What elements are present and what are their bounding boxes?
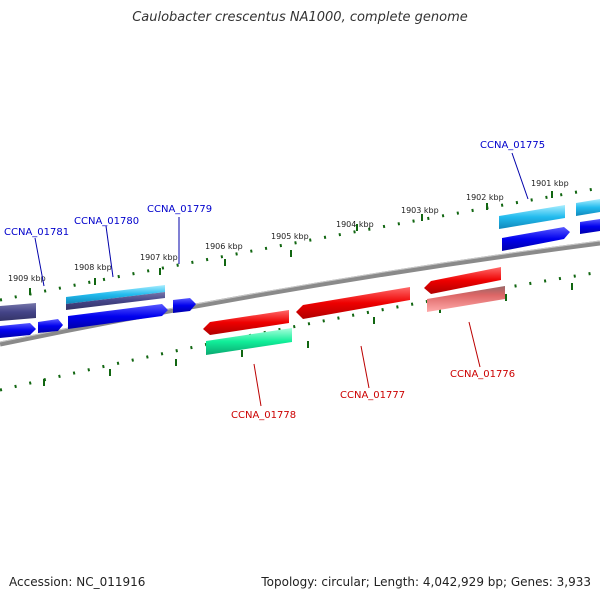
forward-gene-row [0, 199, 600, 321]
gene-label-ccna-01775[interactable]: CCNA_01775 [480, 140, 545, 151]
accession-text: Accession: NC_011916 [9, 575, 146, 589]
cds-arrow-ccna-01775[interactable] [502, 227, 570, 251]
gene-bar-ccna-01780-purple[interactable] [66, 292, 165, 310]
scale-labels: 1901 kbp 1902 kbp 1903 kbp 1904 kbp 1905… [8, 179, 569, 283]
inner-scale-track [0, 270, 600, 392]
gene-label-ccna-01777[interactable]: CCNA_01777 [340, 390, 405, 401]
scale-label-1904: 1904 kbp [336, 220, 374, 229]
map-title: Caulobacter crescentus NA1000, complete … [132, 10, 468, 25]
scale-label-1905: 1905 kbp [271, 232, 309, 241]
label-line-ccna-01780 [105, 225, 114, 278]
gene-bar-ccna-01775-next[interactable] [576, 199, 600, 216]
gene-bar-ccna-01776[interactable] [427, 286, 505, 312]
cds-arrow-ccna-01777[interactable] [296, 287, 410, 319]
cds-arrow-ccna-01779[interactable] [173, 298, 196, 313]
genome-summary-text: Topology: circular; Length: 4,042,929 bp… [261, 575, 591, 589]
gene-bar-ccna-01778[interactable] [206, 328, 292, 355]
gene-label-ccna-01780[interactable]: CCNA_01780 [74, 216, 139, 227]
outer-scale-track [0, 186, 600, 302]
gene-bar-ccna-01775[interactable] [499, 205, 565, 229]
forward-cds-row [0, 219, 600, 338]
genome-backbone [0, 240, 600, 347]
gene-bar-ccna-01781[interactable] [0, 303, 36, 321]
label-line-ccna-01775 [511, 152, 529, 200]
scale-label-1901: 1901 kbp [531, 179, 569, 188]
scale-label-1908: 1908 kbp [74, 263, 112, 272]
gene-labels: CCNA_01775 CCNA_01776 CCNA_01777 CCNA_01… [4, 140, 545, 421]
label-line-ccna-01777 [360, 345, 370, 389]
gene-label-ccna-01778[interactable]: CCNA_01778 [231, 410, 296, 421]
cds-arrow-ccna-01780[interactable] [68, 304, 168, 329]
label-line-ccna-01778 [253, 363, 262, 407]
cds-arrow-ccna-01782[interactable] [0, 323, 36, 338]
cds-arrow-ccna-01776[interactable] [424, 267, 501, 294]
cds-arrow-ccna-01778[interactable] [203, 310, 289, 335]
gene-label-ccna-01776[interactable]: CCNA_01776 [450, 369, 515, 380]
scale-label-1902: 1902 kbp [466, 193, 504, 202]
scale-label-1907: 1907 kbp [140, 253, 178, 262]
scale-label-1906: 1906 kbp [205, 242, 243, 251]
gene-label-ccna-01779[interactable]: CCNA_01779 [147, 204, 212, 215]
gene-bar-ccna-01780[interactable] [66, 285, 165, 304]
cds-arrow-ccna-01775-next[interactable] [580, 219, 600, 234]
scale-label-1909: 1909 kbp [8, 274, 46, 283]
reverse-gene-row [206, 286, 505, 355]
reverse-cds-row [203, 267, 501, 335]
gene-label-ccna-01781[interactable]: CCNA_01781 [4, 227, 69, 238]
cds-arrow-ccna-01781[interactable] [38, 319, 63, 333]
label-line-ccna-01781 [34, 237, 45, 287]
scale-label-1903: 1903 kbp [401, 206, 439, 215]
label-line-ccna-01776 [468, 321, 481, 368]
